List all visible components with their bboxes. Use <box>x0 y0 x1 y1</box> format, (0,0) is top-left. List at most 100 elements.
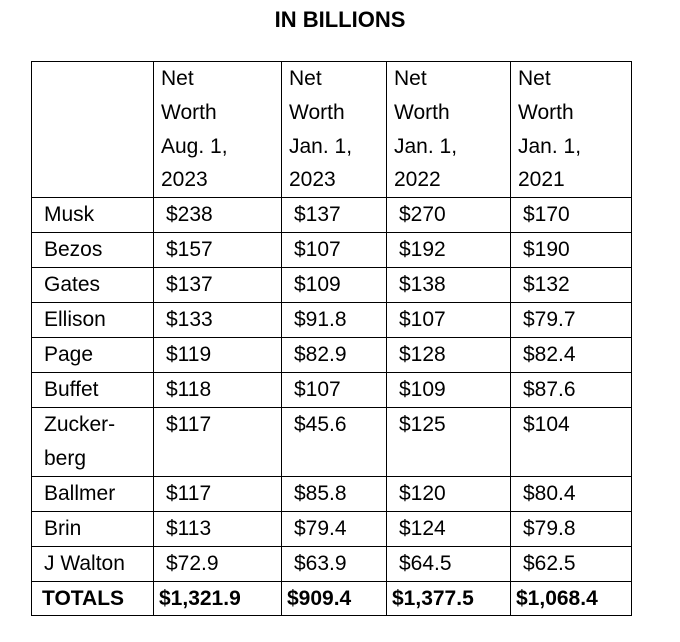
table-row: Zucker-berg $117 $45.6 $125 $104 <box>31 407 632 477</box>
net-worth-value: $117 <box>166 413 212 436</box>
net-worth-value: $91.8 <box>294 308 347 331</box>
net-worth-value: $138 <box>399 273 446 296</box>
net-worth-value: $80.4 <box>523 482 576 505</box>
net-worth-cell: $79.4 <box>281 511 387 547</box>
net-worth-value: $157 <box>166 238 213 261</box>
net-worth-value: $190 <box>523 238 570 261</box>
person-name-cell: Zucker-berg <box>31 407 154 477</box>
net-worth-cell: $80.4 <box>510 476 632 512</box>
person-name-cell: Bezos <box>31 232 154 268</box>
net-worth-cell: $270 <box>386 197 511 233</box>
totals-value-cell: $909.4 <box>281 581 387 616</box>
header-line: Jan. 1, <box>518 134 582 158</box>
net-worth-value: $87.6 <box>523 378 576 401</box>
net-worth-cell: $104 <box>510 407 632 477</box>
person-name: Ballmer <box>44 482 116 505</box>
totals-value: $1,377.5 <box>392 587 474 610</box>
net-worth-cell: $137 <box>153 267 282 303</box>
header-line: 2021 <box>518 168 565 192</box>
person-name-cell: J Walton <box>31 546 154 582</box>
net-worth-cell: $91.8 <box>281 302 387 338</box>
net-worth-cell: $170 <box>510 197 632 233</box>
net-worth-cell: $119 <box>153 337 282 373</box>
net-worth-cell: $64.5 <box>386 546 511 582</box>
table-row: Ballmer $117 $85.8 $120 $80.4 <box>31 476 632 512</box>
net-worth-cell: $117 <box>153 476 282 512</box>
header-line: Worth <box>518 100 574 124</box>
net-worth-value: $82.9 <box>294 343 347 366</box>
net-worth-cell: $133 <box>153 302 282 338</box>
net-worth-cell: $117 <box>153 407 282 477</box>
net-worth-value: $270 <box>399 203 446 226</box>
net-worth-value: $125 <box>399 413 446 436</box>
net-worth-cell: $192 <box>386 232 511 268</box>
column-header-jan-2023: Net Worth Jan. 1, 2023 <box>281 61 387 198</box>
net-worth-cell: $120 <box>386 476 511 512</box>
net-worth-cell: $87.6 <box>510 372 632 408</box>
totals-value: $909.4 <box>287 587 352 610</box>
totals-value: $1,321.9 <box>159 587 241 610</box>
net-worth-value: $79.7 <box>523 308 576 331</box>
net-worth-cell: $79.8 <box>510 511 632 547</box>
table-row: Gates $137 $109 $138 $132 <box>31 267 632 303</box>
table-body: Musk $238 $137 $270 $170 Bezos $157 $107 $192 $19… <box>31 197 632 582</box>
header-line: Worth <box>394 100 450 124</box>
net-worth-value: $62.5 <box>523 552 576 575</box>
net-worth-value: $104 <box>523 413 570 436</box>
net-worth-value: $192 <box>399 238 446 261</box>
net-worth-cell: $132 <box>510 267 632 303</box>
person-name: Ellison <box>44 308 106 331</box>
net-worth-cell: $82.9 <box>281 337 387 373</box>
net-worth-value: $85.8 <box>294 482 347 505</box>
person-name: Brin <box>44 517 82 540</box>
net-worth-cell: $118 <box>153 372 282 408</box>
net-worth-value: $107 <box>294 378 341 401</box>
header-line: Net <box>394 67 427 90</box>
net-worth-value: $107 <box>399 308 446 331</box>
person-name-cell: Buffet <box>31 372 154 408</box>
net-worth-cell: $72.9 <box>153 546 282 582</box>
net-worth-value: $63.9 <box>294 552 347 575</box>
net-worth-value: $45.6 <box>294 413 347 436</box>
totals-value: $1,068.4 <box>516 587 598 610</box>
table-row: Buffet $118 $107 $109 $87.6 <box>31 372 632 408</box>
net-worth-cell: $107 <box>281 232 387 268</box>
net-worth-cell: $107 <box>386 302 511 338</box>
net-worth-cell: $109 <box>386 372 511 408</box>
net-worth-cell: $82.4 <box>510 337 632 373</box>
totals-row: TOTALS $1,321.9 $909.4 $1,377.5 $1,068.4 <box>31 581 632 616</box>
person-name-cell: Page <box>31 337 154 373</box>
net-worth-value: $117 <box>166 482 212 505</box>
net-worth-cell: $107 <box>281 372 387 408</box>
net-worth-cell: $157 <box>153 232 282 268</box>
column-header-jan-2021: Net Worth Jan. 1, 2021 <box>510 61 632 198</box>
net-worth-value: $170 <box>523 203 570 226</box>
net-worth-value: $79.4 <box>294 517 347 540</box>
person-name-cell: Gates <box>31 267 154 303</box>
net-worth-cell: $128 <box>386 337 511 373</box>
column-header-jan-2022: Net Worth Jan. 1, 2022 <box>386 61 511 198</box>
net-worth-value: $79.8 <box>523 517 576 540</box>
net-worth-cell: $79.7 <box>510 302 632 338</box>
person-name: Gates <box>44 273 101 296</box>
net-worth-value: $113 <box>166 517 212 540</box>
net-worth-value: $82.4 <box>523 343 576 366</box>
person-name-cell: Ellison <box>31 302 154 338</box>
header-line: 2023 <box>289 168 336 192</box>
header-line: Net <box>161 67 194 90</box>
net-worth-value: $72.9 <box>166 552 219 575</box>
net-worth-value: $119 <box>166 343 212 366</box>
net-worth-cell: $63.9 <box>281 546 387 582</box>
net-worth-value: $238 <box>166 203 213 226</box>
totals-label-cell: TOTALS <box>31 581 154 616</box>
header-line: Aug. 1, <box>161 134 228 158</box>
net-worth-value: $109 <box>294 273 341 296</box>
header-line: 2023 <box>161 168 208 192</box>
person-name-cell: Ballmer <box>31 476 154 512</box>
header-line: Net <box>289 67 322 90</box>
page-title: IN BILLIONS <box>274 7 406 32</box>
net-worth-value: $109 <box>399 378 446 401</box>
person-name: Buffet <box>44 378 99 401</box>
table-row: Brin $113 $79.4 $124 $79.8 <box>31 511 632 547</box>
net-worth-cell: $124 <box>386 511 511 547</box>
